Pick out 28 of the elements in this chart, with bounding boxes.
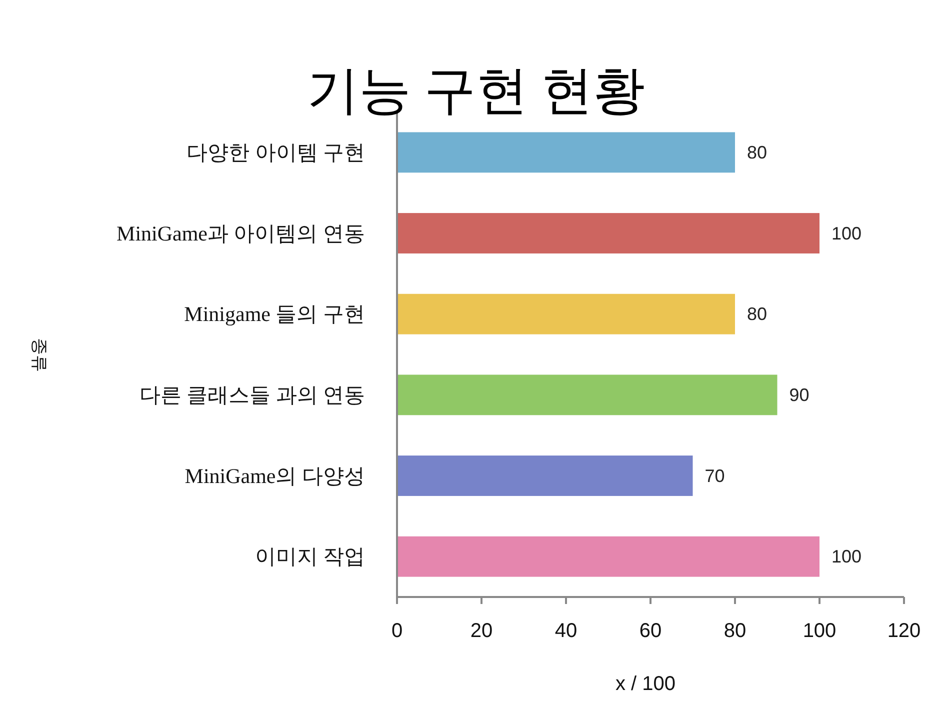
bar — [397, 456, 693, 496]
bar — [397, 374, 778, 416]
bar — [397, 213, 820, 254]
x-tick-label: 100 — [802, 620, 836, 642]
y-tick-label: 이미지 작업 — [254, 544, 365, 569]
data-label: 100 — [832, 546, 862, 567]
y-axis-title: 종류 — [30, 338, 49, 372]
x-tick-label: 0 — [391, 620, 403, 642]
x-tick-label: 40 — [554, 620, 578, 642]
data-label: 70 — [704, 466, 725, 486]
data-label: 90 — [789, 384, 810, 405]
data-label: 80 — [747, 142, 768, 162]
y-tick-label: MiniGame과 아이템의 연동 — [116, 221, 365, 246]
y-tick-label: 다른 클래스들 과의 연동 — [139, 382, 365, 407]
chart-title: 기능 구현 현황 — [307, 63, 645, 120]
bar — [397, 132, 735, 173]
x-axis-title: x / 100 — [615, 673, 676, 695]
y-tick-label: MiniGame의 다양성 — [184, 464, 365, 488]
bar — [397, 294, 735, 334]
x-tick-label: 120 — [887, 620, 921, 642]
bar — [397, 536, 820, 577]
y-tick-label: 다양한 아이템 구현 — [186, 140, 365, 164]
y-tick-label: Minigame 들의 구현 — [184, 302, 365, 326]
data-label: 100 — [832, 223, 862, 244]
x-tick-label: 60 — [639, 620, 662, 642]
x-tick-label: 20 — [470, 620, 493, 642]
x-tick-label: 80 — [724, 620, 746, 642]
data-label: 80 — [747, 304, 768, 324]
